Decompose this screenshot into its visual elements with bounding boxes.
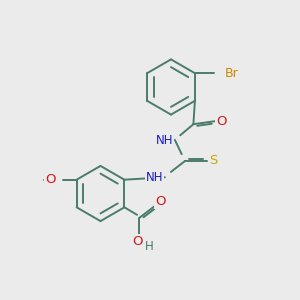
Text: S: S — [209, 154, 218, 167]
Text: O: O — [133, 235, 143, 248]
Text: NH: NH — [156, 134, 173, 147]
Text: H: H — [145, 240, 153, 254]
Text: O: O — [45, 173, 56, 186]
Text: NH: NH — [146, 171, 164, 184]
Text: Br: Br — [225, 67, 239, 80]
Text: O: O — [155, 195, 166, 208]
Text: O: O — [216, 115, 227, 128]
